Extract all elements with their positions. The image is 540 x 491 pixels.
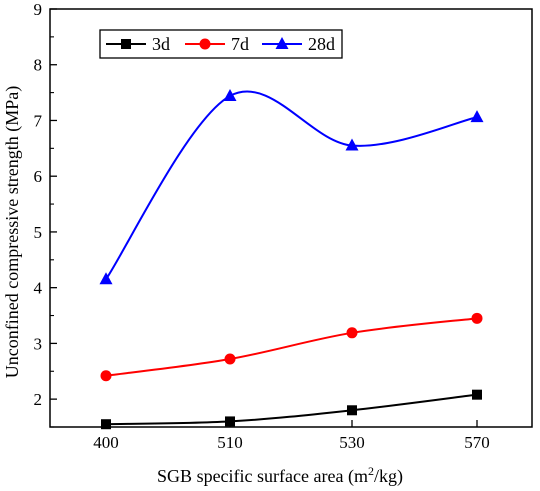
y-tick-label: 5	[34, 223, 43, 242]
x-axis-label: SGB specific surface area (m2/kg)	[157, 464, 403, 487]
x-tick-label: 400	[93, 433, 119, 452]
legend-marker-28d	[275, 37, 289, 49]
series-3d-line	[105, 393, 478, 426]
y-tick-label: 4	[34, 279, 43, 298]
series-7d-point	[346, 327, 358, 339]
legend-label-3d: 3d	[152, 34, 170, 54]
series-3d-point	[472, 389, 482, 400]
series-3d-point	[347, 405, 357, 416]
y-tick-label: 9	[34, 0, 43, 19]
legend-label-28d: 28d	[308, 34, 335, 54]
plot-frame	[49, 8, 533, 428]
series-7d-line	[105, 317, 478, 377]
x-tick-label: 530	[339, 433, 365, 452]
x-tick-label: 570	[464, 433, 490, 452]
y-tick-label: 3	[34, 334, 43, 353]
legend-label-7d: 7d	[231, 34, 249, 54]
series-3d-point	[225, 416, 235, 427]
series-7d-point	[471, 312, 483, 324]
series-7d-point	[100, 370, 112, 382]
x-tick-label: 510	[217, 433, 243, 452]
legend-marker-3d	[121, 39, 131, 49]
legend-marker-7d	[199, 38, 211, 50]
series-28d-point	[470, 110, 484, 123]
y-axis-label: Unconfined compressive strength (MPa)	[2, 86, 23, 378]
series-3d-point	[101, 419, 111, 430]
y-tick-label: 8	[34, 56, 43, 75]
y-tick-label: 2	[34, 390, 43, 409]
y-tick-label: 7	[34, 111, 43, 130]
series-28d-point	[345, 138, 359, 151]
y-tick-label: 6	[34, 167, 43, 186]
legend: 3d 7d 28d	[99, 29, 343, 59]
series-28d-point	[223, 88, 237, 101]
series-28d-point	[99, 272, 113, 285]
series-28d-line	[105, 90, 478, 280]
plot-area: 2 3 4 5 6 7 8 9 400 510 530 570	[34, 0, 533, 452]
series-7d-point	[224, 353, 236, 365]
